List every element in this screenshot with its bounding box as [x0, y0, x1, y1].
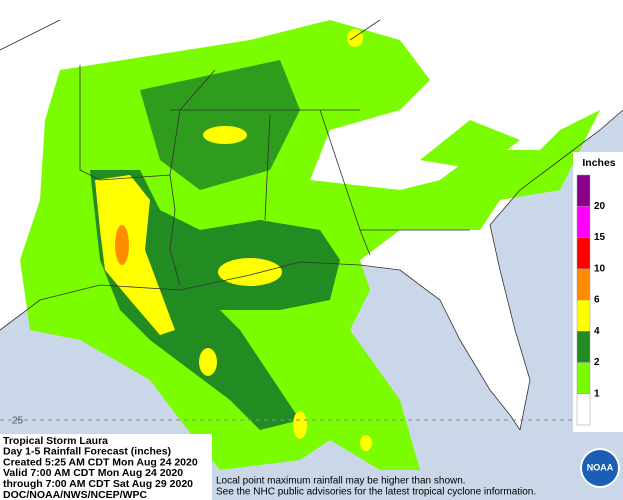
note-line: See the NHC public advisories for the la…: [216, 487, 536, 498]
rain-6-10in: [115, 225, 129, 265]
rain-2-4in: [140, 60, 300, 190]
info-line: Created 5:25 AM CDT Mon Aug 24 2020: [3, 456, 198, 468]
rain-4-6in: [218, 258, 282, 286]
rain-4-6in: [95, 175, 175, 335]
legend-label: 4: [594, 326, 600, 337]
legend-label: 10: [594, 263, 606, 274]
rain-4-6in: [203, 126, 247, 144]
legend-swatch: [576, 299, 591, 332]
coastline: [0, 109, 623, 431]
legend-swatch: [576, 174, 591, 207]
rain-4-6in: [293, 411, 307, 439]
info-line: Tropical Storm Laura: [3, 435, 108, 447]
state-borders: [0, 19, 470, 286]
legend-swatch: [576, 206, 591, 238]
rain-4-6in: [347, 29, 363, 47]
legend-label: 15: [594, 232, 606, 243]
legend-swatch: [576, 362, 591, 394]
rain-1-2in: [420, 120, 520, 170]
legend-swatch: [576, 331, 591, 363]
note-line: Local point maximum rainfall may be high…: [216, 476, 466, 487]
info-line: through 7:00 AM CDT Sat Aug 29 2020: [3, 478, 193, 490]
rain-4-6in: [360, 435, 372, 451]
legend-label: 1: [594, 388, 600, 399]
rain-4-6in: [199, 348, 217, 376]
legend-swatch: [576, 268, 591, 301]
legend-label: 2: [594, 357, 600, 368]
notes: Local point maximum rainfall may be high…: [216, 476, 536, 498]
legend-swatch: [576, 393, 591, 426]
logo: [580, 448, 620, 488]
info-line: Valid 7:00 AM CDT Mon Aug 24 2020: [3, 467, 183, 479]
info-box: [0, 434, 212, 500]
legend-swatch: [576, 237, 591, 269]
latitude-label: 25: [12, 416, 24, 427]
rain-2-4in: [90, 170, 340, 430]
logo-text: NOAA: [587, 462, 614, 472]
info-line: Day 1-5 Rainfall Forecast (inches): [3, 446, 171, 458]
legend-title: Inches: [582, 157, 615, 169]
legend-label: 6: [594, 295, 600, 306]
legend-label: 20: [594, 201, 606, 212]
info-line: DOC/NOAA/NWS/NCEP/WPC: [3, 489, 148, 500]
legend: 20 15 10 6 4 2 1: [576, 174, 606, 426]
